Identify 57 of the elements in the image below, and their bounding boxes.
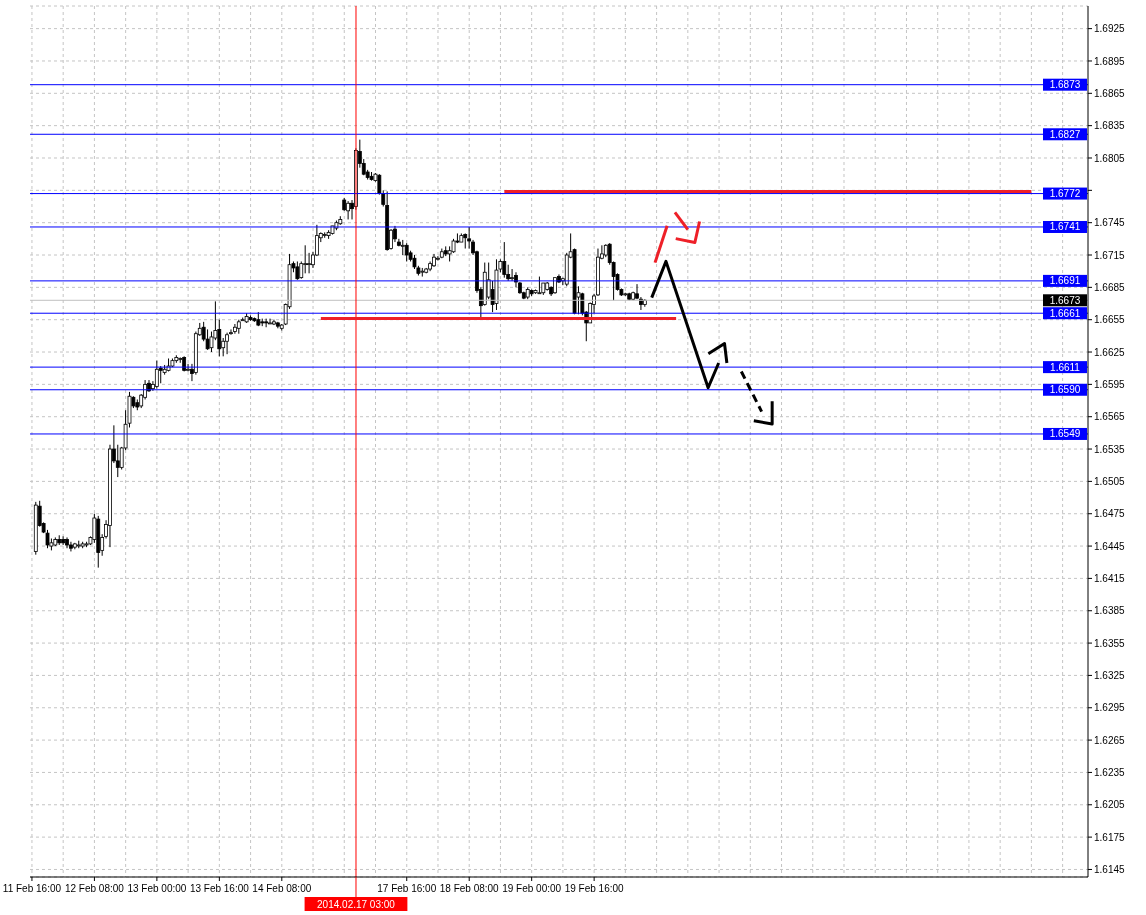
x-tick-label: 11 Feb 16:00 — [2, 883, 62, 894]
ref-line-label: 1.6673 — [1049, 294, 1081, 306]
x-tick-label: 13 Feb 00:00 — [127, 883, 187, 894]
x-tick-label: 17 Feb 16:00 — [377, 883, 437, 894]
y-tick-label: 1.6805 — [1094, 152, 1126, 164]
y-tick-label: 1.6415 — [1094, 572, 1126, 584]
ref-line-label: 1.6590 — [1049, 384, 1081, 396]
y-tick-label: 1.6655 — [1094, 314, 1126, 326]
ref-line-label: 1.6549 — [1049, 428, 1081, 440]
y-tick-label: 1.6505 — [1094, 475, 1126, 487]
candlestick — [404, 242, 409, 262]
x-tick-label: 19 Feb 00:00 — [502, 883, 562, 894]
y-tick-label: 1.6175 — [1094, 831, 1126, 843]
y-tick-label: 1.6355 — [1094, 637, 1126, 649]
y-tick-label: 1.6835 — [1094, 120, 1126, 132]
ref-line-label: 1.6741 — [1049, 221, 1081, 233]
y-tick-label: 1.6295 — [1094, 702, 1126, 714]
candlestick — [225, 332, 229, 355]
y-tick-label: 1.6925 — [1094, 23, 1126, 35]
y-tick-label: 1.6535 — [1094, 443, 1126, 455]
y-tick-label: 1.6685 — [1094, 281, 1126, 293]
candlestick — [307, 252, 311, 274]
y-tick-label: 1.6715 — [1094, 249, 1126, 261]
y-tick-label: 1.6565 — [1094, 411, 1126, 423]
ref-line-label: 1.6611 — [1050, 361, 1081, 373]
y-tick-label: 1.6445 — [1094, 540, 1126, 552]
y-tick-label: 1.6595 — [1094, 378, 1126, 390]
y-tick-label: 1.6145 — [1094, 864, 1126, 875]
x-tick-label: 19 Feb 16:00 — [564, 883, 625, 894]
y-tick-label: 1.6385 — [1094, 605, 1126, 617]
candlestick — [510, 268, 514, 282]
x-tick-label: 13 Feb 16:00 — [189, 883, 250, 894]
candlestick — [346, 200, 351, 220]
candlestick — [303, 244, 308, 274]
x-tick-label: 12 Feb 08:00 — [64, 883, 125, 894]
y-tick-label: 1.6325 — [1094, 669, 1126, 681]
y-tick-label: 1.6895 — [1094, 55, 1126, 67]
y-tick-label: 1.6745 — [1094, 217, 1126, 229]
y-tick-label: 1.6475 — [1094, 508, 1126, 520]
candlestick — [502, 241, 507, 279]
ref-line-label: 1.6691 — [1049, 275, 1081, 287]
ref-line-label: 1.6873 — [1049, 79, 1081, 91]
candlestick — [268, 318, 272, 325]
y-tick-label: 1.6235 — [1094, 766, 1126, 778]
candlestick — [233, 323, 237, 335]
candlestick — [264, 318, 269, 328]
x-tick-label: 14 Feb 08:00 — [252, 883, 312, 894]
ref-line-label: 1.6661 — [1049, 307, 1081, 319]
y-tick-label: 1.6205 — [1094, 799, 1126, 811]
x-tick-label: 18 Feb 08:00 — [439, 883, 500, 894]
y-tick-label: 1.6865 — [1094, 87, 1126, 99]
x-tick-label: 2014.02.17 03:00 — [317, 899, 396, 910]
ref-line-label: 1.6827 — [1049, 128, 1081, 140]
y-tick-label: 1.6265 — [1094, 734, 1126, 746]
candlestick — [61, 535, 66, 546]
y-tick-label: 1.6625 — [1094, 346, 1126, 358]
ref-line-label: 1.6772 — [1049, 188, 1081, 200]
